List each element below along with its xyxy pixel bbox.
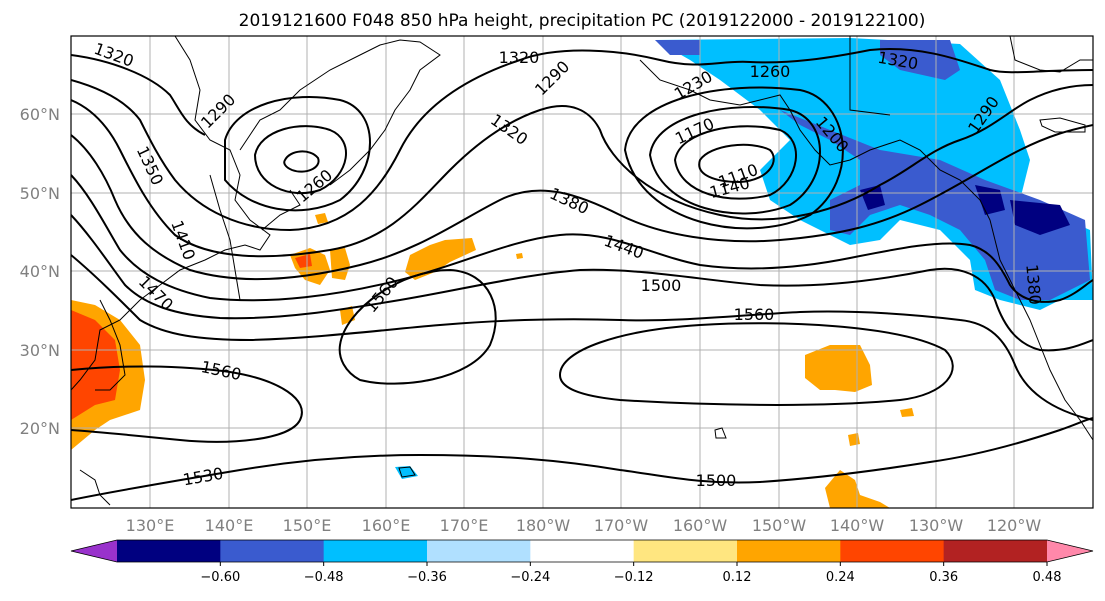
colorbar-swatch — [737, 540, 841, 562]
lon-label: 170°E — [440, 516, 489, 535]
colorbar-tick-label: 0.36 — [929, 570, 958, 585]
colorbar-swatch — [323, 540, 428, 562]
height-contours — [71, 48, 1093, 501]
colorbar-tick-label: 0.24 — [826, 570, 855, 585]
lat-label: 60°N — [20, 105, 60, 124]
colorbar-tick-label: −0.12 — [614, 570, 654, 585]
colorbar-tick-label: −0.60 — [200, 570, 240, 585]
contour-label: 1380 — [1022, 263, 1044, 305]
contour-label: 1260 — [750, 62, 791, 81]
map-area: 1320 1290 1350 1410 1470 1260 1320 1290 … — [71, 36, 1093, 508]
colorbar-extend-low — [71, 540, 117, 562]
lat-label: 40°N — [20, 262, 60, 281]
latitude-labels: 60°N 50°N 40°N 30°N 20°N — [20, 105, 60, 438]
longitude-labels: 130°E 140°E 150°E 160°E 170°E 180°W 170°… — [126, 516, 1042, 535]
colorbar-tick-label: −0.24 — [510, 570, 550, 585]
colorbar-swatch — [633, 540, 738, 562]
contour-label: 1500 — [696, 471, 737, 490]
lon-label: 120°W — [987, 516, 1042, 535]
lon-label: 130°E — [126, 516, 175, 535]
colorbar-tick-label: −0.36 — [407, 570, 447, 585]
lon-label: 170°W — [594, 516, 649, 535]
lon-label: 140°W — [830, 516, 885, 535]
lon-label: 140°E — [205, 516, 254, 535]
contour-label: 1500 — [641, 276, 682, 295]
lat-label: 30°N — [20, 341, 60, 360]
map-border — [70, 35, 1094, 509]
contour-label: 1320 — [499, 48, 540, 67]
contour-label: 1560 — [734, 305, 775, 324]
precip-positive-shading — [71, 213, 914, 508]
lon-label: 150°E — [283, 516, 332, 535]
lon-label: 160°E — [362, 516, 411, 535]
colorbar-tick-label: 0.48 — [1033, 570, 1062, 585]
lat-label: 50°N — [20, 184, 60, 203]
lon-label: 130°W — [909, 516, 964, 535]
map-title: 2019121600 F048 850 hPa height, precipit… — [239, 11, 926, 31]
lon-label: 150°W — [752, 516, 807, 535]
colorbar-swatch — [117, 540, 221, 562]
colorbar-tick-label: 0.12 — [723, 570, 752, 585]
lon-label: 160°W — [673, 516, 728, 535]
colorbar-swatch — [943, 540, 1048, 562]
colorbar-swatch — [427, 540, 531, 562]
colorbar-swatch — [530, 540, 635, 562]
lat-label: 20°N — [20, 419, 60, 438]
colorbar-outline — [70, 539, 1094, 563]
colorbar-swatch — [840, 540, 945, 562]
colorbar-extend-high — [1047, 540, 1093, 562]
colorbar-swatch — [220, 540, 325, 562]
colorbar: −0.60 −0.48 −0.36 −0.24 −0.12 0.12 0.24 0.36 0.4… — [70, 539, 1094, 585]
colorbar-tick-label: −0.48 — [304, 570, 344, 585]
lon-label: 180°W — [516, 516, 571, 535]
